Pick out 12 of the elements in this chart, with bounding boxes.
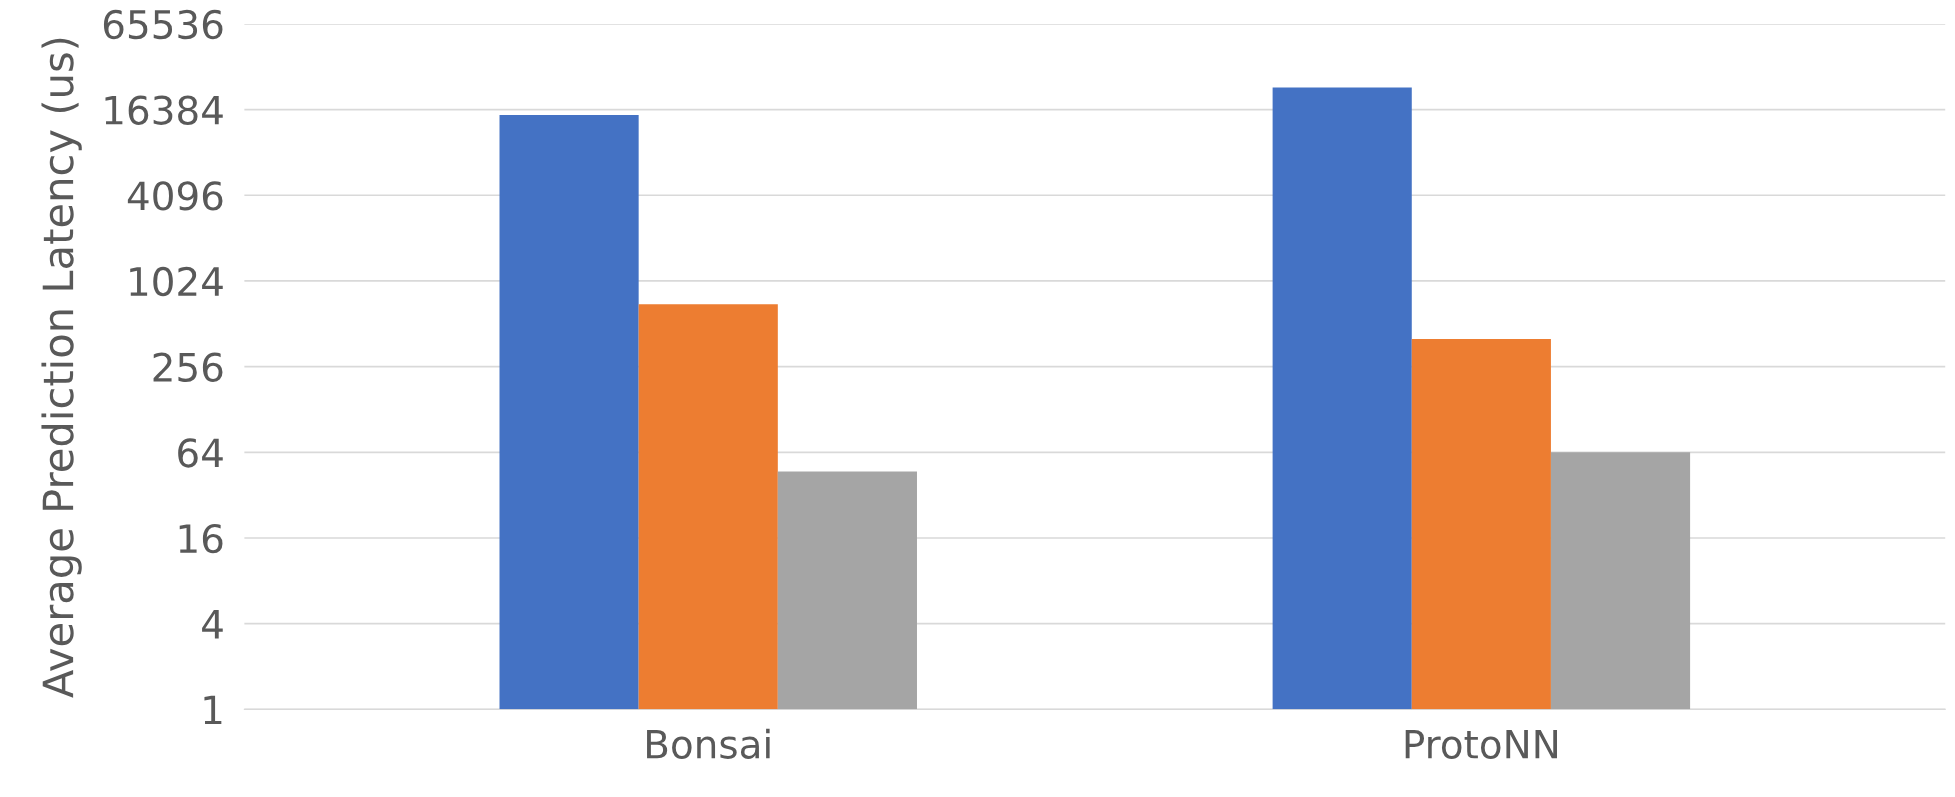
y-tick-label: 16 [179, 523, 223, 554]
y-tick-label: 65536 [103, 9, 223, 40]
y-tick-label: 16384 [105, 95, 223, 125]
x-tick-label: ProtoNN [1405, 729, 1557, 759]
x-tick-label: Bonsai [647, 728, 770, 759]
y-tick-label: 4096 [127, 181, 223, 211]
y-tick-label: 1024 [130, 266, 223, 297]
y-tick-label: 64 [178, 438, 223, 468]
y-tick-label: 1 [204, 695, 222, 725]
y-tick-label: 256 [153, 352, 223, 382]
y-tick-label: 4 [202, 610, 223, 639]
y-axis-title: Average Prediction Latency (us) [41, 38, 82, 698]
